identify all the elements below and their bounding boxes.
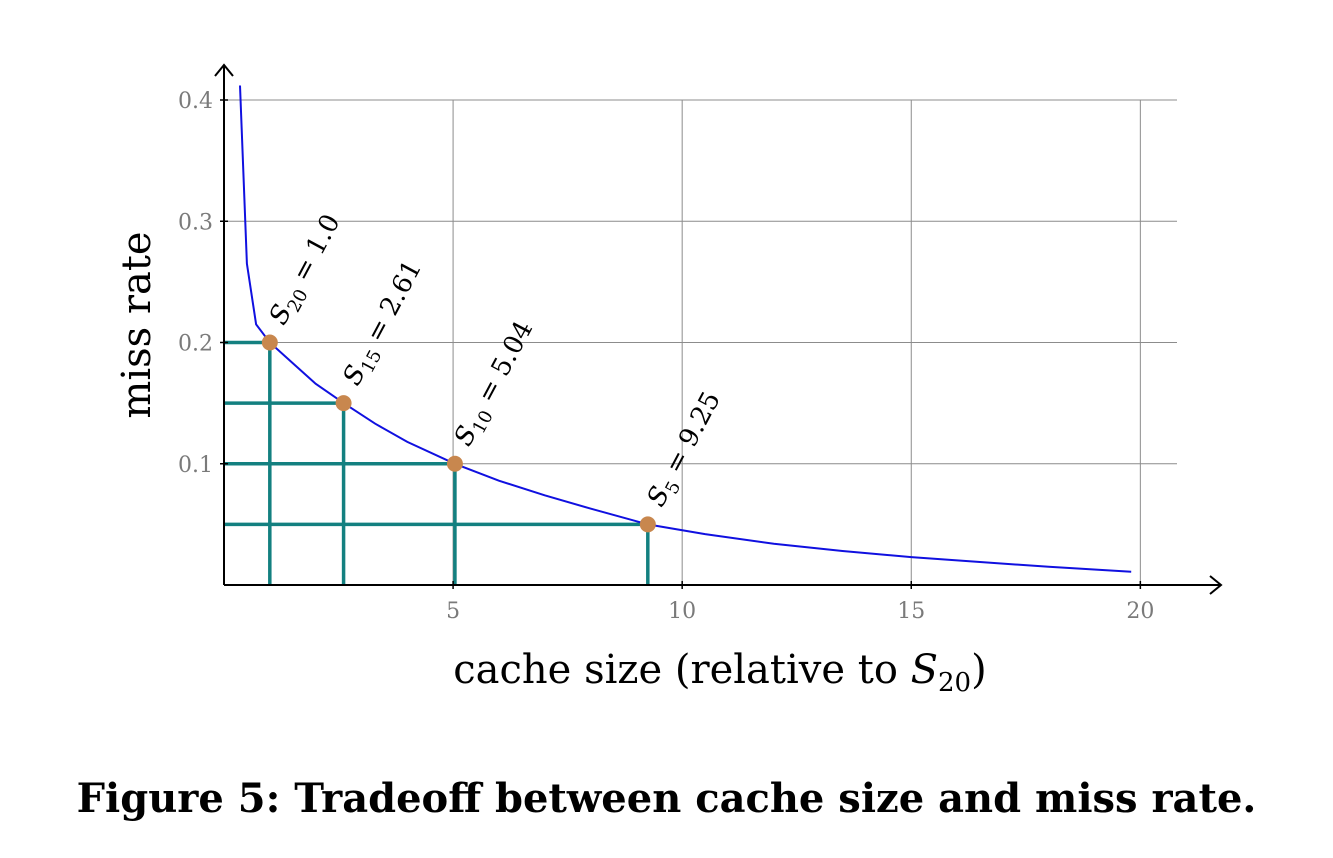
y-tick-label: 0.3 [178, 210, 213, 235]
x-tick-label: 5 [446, 599, 460, 624]
x-tick-label: 20 [1126, 599, 1154, 624]
point-label: S5 = 9.25 [642, 387, 731, 514]
data-point [446, 455, 463, 472]
y-axis-label: miss rate [114, 231, 160, 418]
y-tick-label: 0.1 [178, 453, 213, 478]
x-axis-arrow [1209, 575, 1223, 595]
x-axis-label: cache size (relative to S20) [453, 647, 986, 698]
data-point [639, 516, 656, 533]
y-tick-label: 0.2 [178, 332, 213, 357]
curve-layer [239, 85, 1132, 573]
point-label: S20 = 1.0 [264, 209, 351, 331]
miss-rate-curve [239, 85, 1132, 573]
data-point [335, 395, 352, 412]
data-point [261, 334, 278, 351]
axis-titles: miss rate cache size (relative to S20) [114, 231, 987, 698]
point-label: S15 = 2.61 [337, 255, 431, 392]
tick-labels: 5 10 15 20 0.1 0.2 0.3 0.4 [178, 89, 1154, 624]
y-axis-arrow [214, 63, 234, 77]
axes [214, 63, 1223, 595]
x-tick-label: 15 [897, 599, 925, 624]
y-tick-label: 0.4 [178, 89, 213, 114]
figure-caption: Figure 5: Tradeoff between cache size an… [76, 775, 1257, 822]
guide-lines [224, 340, 650, 585]
point-label: S10 = 5.04 [449, 316, 543, 453]
x-tick-label: 10 [668, 599, 696, 624]
chart: 5 10 15 20 0.1 0.2 0.3 0.4 S20 = 1.0 S15 = 2.61 S… [114, 63, 1223, 698]
point-layer [261, 334, 656, 533]
